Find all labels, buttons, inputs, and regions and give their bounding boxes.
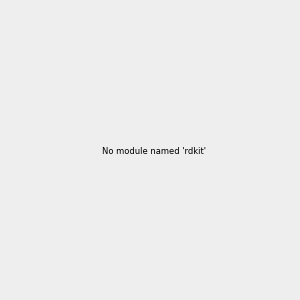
Text: No module named 'rdkit': No module named 'rdkit' [102,147,206,156]
